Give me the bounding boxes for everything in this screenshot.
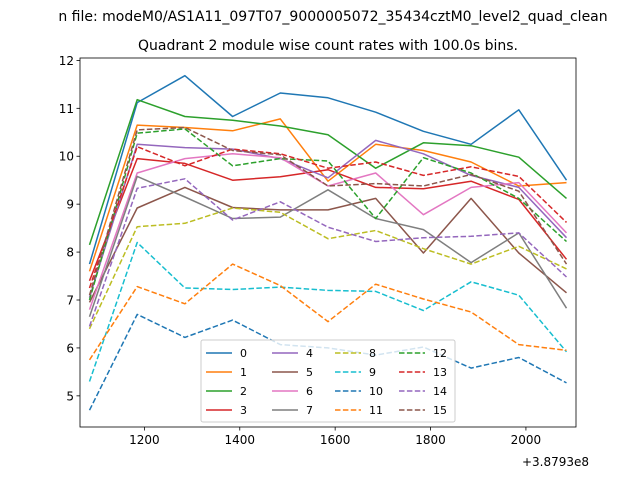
series-line-11 — [88, 263, 567, 361]
legend-label-14: 14 — [433, 385, 447, 398]
series-line-1 — [88, 118, 567, 272]
legend-label-5: 5 — [306, 366, 313, 379]
series-line-3 — [88, 157, 568, 282]
x-tick-label: 1200 — [129, 433, 160, 447]
axes-frame — [79, 57, 577, 428]
series-line-2 — [88, 98, 567, 246]
y-tick-label: 12 — [59, 54, 74, 68]
legend-label-7: 7 — [306, 404, 313, 417]
y-tick-label: 9 — [66, 198, 74, 212]
legend-label-15: 15 — [433, 404, 447, 417]
y-tick-label: 6 — [66, 341, 74, 355]
legend-label-12: 12 — [433, 347, 447, 360]
legend-label-8: 8 — [369, 347, 376, 360]
y-tick-label: 10 — [59, 150, 74, 164]
x-tick-label: 1400 — [224, 433, 255, 447]
x-tick-label: 1800 — [415, 433, 446, 447]
series-line-8 — [88, 207, 567, 330]
legend-label-13: 13 — [433, 366, 447, 379]
legend-label-9: 9 — [369, 366, 376, 379]
series-line-6 — [88, 153, 568, 310]
legend-label-2: 2 — [240, 385, 247, 398]
y-tick-label: 7 — [66, 294, 74, 308]
series-line-9 — [88, 241, 568, 382]
legend-label-3: 3 — [240, 404, 247, 417]
y-tick-label: 5 — [66, 389, 74, 403]
y-tick-label: 11 — [59, 102, 74, 116]
series-line-0 — [88, 74, 568, 265]
legend-label-4: 4 — [306, 347, 313, 360]
legend-label-6: 6 — [306, 385, 313, 398]
series-line-7 — [88, 175, 568, 318]
chart-suptitle: n file: modeM0/AS1A11_097T07_9000005072_… — [58, 9, 607, 25]
x-tick-label: 1600 — [320, 433, 351, 447]
x-tick-label: 2000 — [511, 433, 542, 447]
legend-label-11: 11 — [369, 404, 383, 417]
series-line-5 — [88, 186, 567, 303]
legend-label-10: 10 — [369, 385, 383, 398]
series-line-14 — [88, 178, 568, 327]
legend-label-1: 1 — [240, 366, 247, 379]
legend-label-0: 0 — [240, 347, 247, 360]
series-line-15 — [88, 126, 568, 296]
y-tick-label: 8 — [66, 246, 74, 260]
series-line-12 — [88, 128, 568, 301]
series-line-13 — [88, 145, 568, 289]
chart-title: Quadrant 2 module wise count rates with … — [138, 38, 518, 54]
x-offset-label: +3.8793e8 — [522, 455, 589, 469]
legend-box — [200, 339, 456, 423]
